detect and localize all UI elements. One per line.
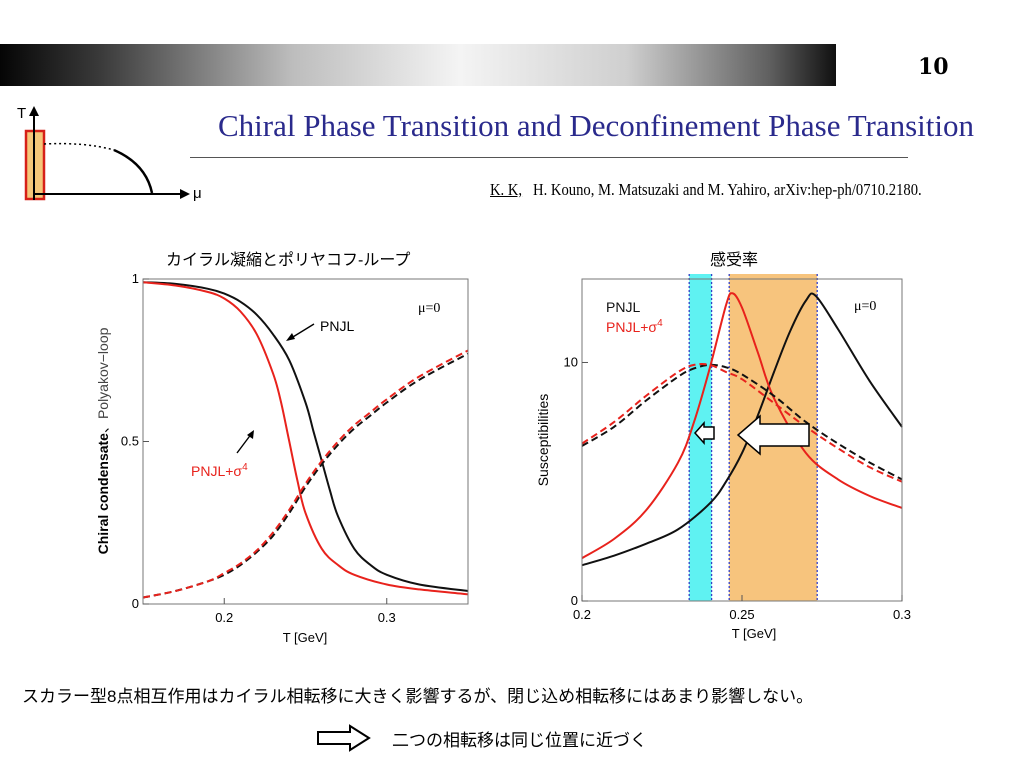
legend-pnjl: PNJL	[606, 299, 640, 315]
y-axis-label: Chiral condensate、Polyakov−loop	[95, 327, 111, 554]
y-tick-label-0: 0	[571, 593, 578, 608]
y-axis-label-chiral: Chiral condensate	[95, 433, 111, 555]
chiral-condensate-chart: 0.2 0.3 0 0.5 1 T [GeV] Chiral condensate、Po…	[95, 271, 469, 645]
pnjl-sigma4-pointer-head	[247, 430, 254, 439]
series-line-0	[581, 292, 903, 567]
first-order-line	[113, 148, 154, 194]
pnjl-label: PNJL	[320, 318, 354, 334]
shift-arrow-large	[736, 414, 810, 456]
reference-lead: K. K,	[490, 180, 523, 199]
y-tick-label-1: 10	[564, 354, 578, 369]
y-tick-label-0: 0	[132, 596, 139, 611]
y-axis-label-separator: 、	[95, 419, 111, 433]
mu-annotation: μ=0	[854, 299, 876, 314]
series-line-2	[581, 363, 903, 481]
legend-pnjl-sigma4: PNJL+σ4	[606, 318, 663, 335]
legend-pnjl-sigma4-sup: 4	[657, 318, 663, 329]
mu-annotation: μ=0	[418, 301, 440, 316]
title-underline	[190, 157, 908, 158]
mu-axis-arrow	[180, 189, 190, 199]
x-tick-label-0: 0.2	[573, 607, 591, 622]
header-gradient-bar	[0, 44, 836, 86]
pnjl-sigma4-label-text: PNJL+σ	[191, 463, 242, 479]
conclusion-arrow-icon	[317, 724, 371, 752]
conclusion-text: 二つの相転移は同じ位置に近づく	[392, 731, 647, 750]
x-tick-label-1: 0.3	[378, 610, 396, 625]
x-tick-label-0: 0.2	[215, 610, 233, 625]
x-tick-label-1: 0.25	[729, 607, 754, 622]
plot-frame	[142, 278, 469, 605]
mu-axis-label: μ	[193, 185, 202, 202]
legend-pnjl-sigma4-text: PNJL+σ	[606, 319, 657, 335]
susceptibility-chart: 0.2 0.25 0.3 0 10 T [GeV] Susceptibilities P…	[535, 274, 911, 641]
shift-arrow-small	[693, 421, 715, 445]
x-tick-label-2: 0.3	[893, 607, 911, 622]
series-line-1	[581, 292, 903, 559]
reference-rest: H. Kouno, M. Matsuzaki and M. Yahiro, ar…	[533, 180, 922, 199]
left-chart-title: カイラル凝縮とポリヤコフ-ループ	[166, 252, 411, 269]
summary-note: スカラー型8点相互作用はカイラル相転移に大きく影響するが、閉じ込め相転移にはあま…	[22, 687, 814, 706]
y-axis-label-polyakov: Polyakov−loop	[95, 327, 111, 419]
x-axis-label: T [GeV]	[283, 630, 328, 645]
reference: K. K, H. Kouno, M. Matsuzaki and M. Yahi…	[490, 180, 922, 200]
pnjl-sigma4-label-sup: 4	[242, 462, 248, 473]
y-tick-label-1: 0.5	[121, 434, 139, 449]
page-number: 10	[918, 54, 949, 80]
pnjl-pointer-head	[286, 333, 295, 341]
series-line-2	[142, 352, 469, 599]
slide-title: Chiral Phase Transition and Deconfinemen…	[218, 108, 975, 143]
right-chart-title: 感受率	[710, 252, 759, 269]
series-line-3	[581, 363, 903, 483]
series-line-3	[142, 349, 469, 599]
x-axis-label: T [GeV]	[732, 626, 777, 641]
phase-diagram-icon: T μ	[17, 105, 202, 202]
y-tick-label-2: 1	[132, 271, 139, 286]
series-line-1	[142, 281, 469, 596]
series-line-0	[142, 281, 469, 592]
t-axis-label: T	[17, 105, 26, 122]
pnjl-sigma4-label: PNJL+σ4	[191, 462, 248, 479]
t-axis-arrow	[29, 106, 39, 116]
y-axis-label: Susceptibilities	[535, 394, 551, 487]
crossover-line	[43, 142, 115, 151]
